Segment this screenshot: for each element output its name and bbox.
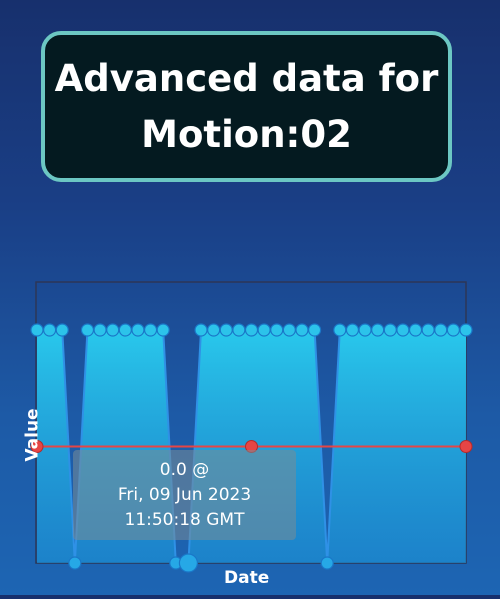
data-point[interactable]: [156, 323, 170, 337]
data-point[interactable]: [307, 323, 322, 337]
tooltip-line-2: Fri, 09 Jun 2023: [117, 484, 252, 505]
title-card: Advanced data for Motion:02: [41, 31, 452, 182]
data-point[interactable]: [345, 323, 360, 337]
reference-point[interactable]: [459, 440, 473, 453]
data-point[interactable]: [55, 323, 69, 337]
data-point[interactable]: [43, 323, 57, 337]
data-point[interactable]: [80, 323, 95, 337]
data-point[interactable]: [257, 323, 271, 337]
data-point[interactable]: [207, 323, 221, 337]
data-point[interactable]: [446, 323, 460, 337]
x-axis-label: Date: [224, 568, 270, 588]
data-point[interactable]: [178, 553, 199, 573]
data-point[interactable]: [270, 323, 284, 337]
title-line-1: Advanced data for: [54, 56, 439, 100]
data-point[interactable]: [371, 323, 385, 337]
data-point[interactable]: [434, 323, 448, 337]
y-axis-label: Value: [22, 408, 43, 462]
data-tooltip: 0.0 @ Fri, 09 Jun 2023 11:50:18 GMT: [73, 450, 296, 540]
data-point[interactable]: [219, 323, 233, 337]
data-point[interactable]: [396, 323, 410, 337]
data-point[interactable]: [131, 323, 145, 337]
data-point[interactable]: [93, 323, 107, 337]
data-point[interactable]: [282, 323, 296, 337]
tooltip-line-1: 0.0 @: [159, 459, 210, 480]
data-point[interactable]: [421, 323, 435, 337]
data-point[interactable]: [320, 556, 334, 570]
data-point[interactable]: [194, 323, 208, 337]
title-line-2: Motion:02: [141, 112, 352, 156]
data-point[interactable]: [232, 323, 246, 337]
data-point[interactable]: [383, 323, 397, 337]
data-point[interactable]: [244, 323, 259, 337]
data-point[interactable]: [106, 323, 120, 337]
data-point[interactable]: [408, 323, 423, 337]
data-point[interactable]: [118, 323, 132, 337]
data-point[interactable]: [333, 323, 347, 337]
data-point[interactable]: [68, 556, 82, 570]
data-point[interactable]: [295, 323, 309, 337]
data-point[interactable]: [143, 323, 158, 337]
data-point[interactable]: [459, 323, 473, 337]
data-point[interactable]: [30, 323, 44, 337]
data-point[interactable]: [358, 323, 372, 337]
tooltip-line-3: 11:50:18 GMT: [124, 509, 245, 530]
reference-point[interactable]: [30, 440, 44, 453]
